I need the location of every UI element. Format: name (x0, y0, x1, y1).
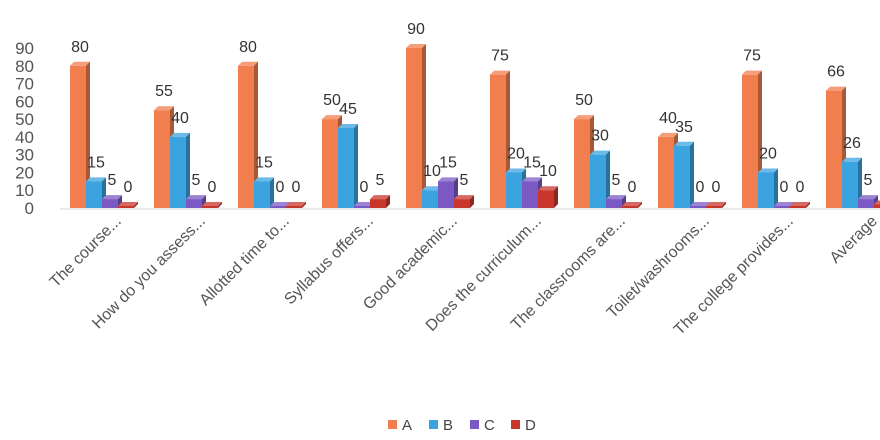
bar-a (70, 61, 90, 209)
data-label: 15 (87, 154, 105, 171)
y-tick-label: 20 (15, 163, 34, 182)
data-label: 0 (292, 179, 301, 196)
data-label: 0 (712, 179, 721, 196)
data-label: 15 (439, 154, 457, 171)
x-tick-label: Allotted time to... (197, 213, 293, 309)
data-label: 0 (208, 179, 217, 196)
data-label: 35 (675, 119, 693, 136)
legend-label: D (525, 417, 536, 434)
data-label: 15 (523, 154, 541, 171)
bar-b (674, 141, 694, 208)
bar-d (118, 202, 138, 208)
data-label: 50 (575, 92, 593, 109)
data-label: 5 (460, 172, 469, 189)
y-tick-label: 70 (15, 75, 34, 94)
data-label: 0 (360, 179, 369, 196)
bar-b (590, 150, 610, 208)
bar-d (286, 202, 306, 208)
data-label: 50 (323, 92, 341, 109)
data-label: 20 (507, 145, 525, 162)
bar-d (202, 202, 222, 208)
data-label: 26 (843, 135, 861, 152)
legend-item-c: C (470, 417, 495, 434)
data-label: 40 (171, 110, 189, 127)
data-label: 5 (864, 172, 873, 189)
legend-label: A (402, 417, 412, 434)
legend-swatch (470, 420, 479, 429)
y-tick-label: 80 (15, 57, 34, 76)
data-label: 0 (796, 179, 805, 196)
y-tick-label: 60 (15, 92, 34, 111)
data-label: 75 (743, 48, 761, 65)
bar-d (874, 200, 880, 208)
data-label: 0 (276, 179, 285, 196)
y-tick-label: 50 (15, 110, 34, 129)
data-label: 66 (827, 64, 845, 81)
data-label: 10 (539, 163, 557, 180)
legend-swatch (511, 420, 520, 429)
data-label: 5 (612, 172, 621, 189)
y-tick-label: 90 (15, 39, 34, 58)
data-label: 5 (108, 172, 117, 189)
y-tick-label: 30 (15, 146, 34, 165)
legend-swatch (388, 420, 397, 429)
bar-d (370, 195, 390, 208)
data-label: 0 (696, 179, 705, 196)
data-label: 5 (192, 172, 201, 189)
x-tick-label: Good academic... (360, 213, 461, 314)
bar-b (338, 124, 358, 208)
data-label: 45 (339, 101, 357, 118)
bar-b (758, 168, 778, 208)
legend-item-d: D (511, 417, 536, 434)
data-label: 75 (491, 48, 509, 65)
bar-d (706, 202, 726, 208)
bar-d (622, 202, 642, 208)
data-label: 0 (628, 179, 637, 196)
data-label: 10 (423, 163, 441, 180)
bar-b (842, 157, 862, 208)
y-tick-label: 10 (15, 181, 34, 200)
legend: A B C D (388, 417, 536, 434)
legend-item-b: B (429, 417, 453, 434)
data-label: 80 (71, 39, 89, 56)
x-axis: The course...How do you assess...Allotte… (47, 213, 880, 339)
bar-a (238, 61, 258, 209)
bar-c (102, 195, 122, 208)
legend-label: C (484, 417, 495, 434)
data-label: 90 (407, 21, 425, 38)
bar-b (254, 177, 274, 208)
y-tick-label: 0 (25, 199, 34, 218)
legend-label: B (443, 417, 453, 434)
data-label: 15 (255, 154, 273, 171)
bar-d (454, 195, 474, 208)
data-label: 20 (759, 145, 777, 162)
bar-b (170, 132, 190, 208)
legend-item-a: A (388, 417, 412, 434)
bar-d (790, 202, 810, 208)
x-tick-label: Average (827, 213, 880, 267)
data-label: 55 (155, 83, 173, 100)
data-label: 5 (376, 172, 385, 189)
bar-d (538, 186, 558, 208)
x-tick-label: Syllabus offers... (281, 213, 376, 308)
x-tick-label: The course... (47, 213, 125, 291)
data-label: 0 (780, 179, 789, 196)
y-tick-label: 40 (15, 128, 34, 147)
data-label: 80 (239, 39, 257, 56)
data-label: 30 (591, 128, 609, 145)
data-label: 0 (124, 179, 133, 196)
bar-c (186, 195, 206, 208)
legend-swatch (429, 420, 438, 429)
bar-a (406, 44, 426, 208)
data-label: 40 (659, 110, 677, 127)
